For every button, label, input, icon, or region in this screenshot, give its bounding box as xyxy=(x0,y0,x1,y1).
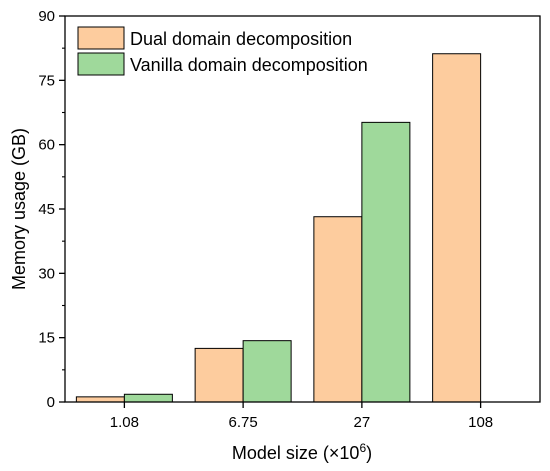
x-ticks: 1.08 6.75 27 108 xyxy=(110,402,493,431)
bars-layer xyxy=(75,53,482,403)
bar-vanilla-6.75 xyxy=(242,340,292,403)
bar-dual-27 xyxy=(313,216,363,403)
bar-vanilla-1.08 xyxy=(123,393,173,403)
x-axis-title-end: ) xyxy=(366,443,372,463)
y-tick-label: 60 xyxy=(38,137,55,154)
y-tick-label: 15 xyxy=(38,330,55,347)
y-tick-label: 0 xyxy=(47,394,55,411)
y-tick-label: 45 xyxy=(38,201,55,218)
y-tick-label: 75 xyxy=(38,72,55,89)
legend-swatch-dual xyxy=(77,26,125,50)
y-axis-title: Memory usage (GB) xyxy=(9,128,29,290)
y-ticks: 0 15 30 45 60 75 90 xyxy=(38,8,65,411)
x-axis-title-main: Model size (×10 xyxy=(232,443,360,463)
x-tick-label: 1.08 xyxy=(110,414,139,431)
x-tick-label: 27 xyxy=(354,414,371,431)
bar-dual-108 xyxy=(432,53,482,403)
legend-label-vanilla: Vanilla domain decomposition xyxy=(130,55,368,75)
bar-vanilla-27 xyxy=(361,121,411,403)
y-tick-label: 30 xyxy=(38,265,55,282)
y-tick-label: 90 xyxy=(38,8,55,25)
legend: Dual domain decomposition Vanilla domain… xyxy=(77,26,368,76)
bar-dual-6.75 xyxy=(194,347,244,403)
x-tick-label: 108 xyxy=(468,414,493,431)
legend-swatch-vanilla xyxy=(77,52,125,76)
bar-dual-1.08 xyxy=(75,396,125,403)
x-axis-title-superscript: 6 xyxy=(359,441,366,455)
legend-label-dual: Dual domain decomposition xyxy=(130,29,352,49)
x-tick-label: 6.75 xyxy=(229,414,258,431)
x-axis-title: Model size (×106) xyxy=(232,441,372,463)
